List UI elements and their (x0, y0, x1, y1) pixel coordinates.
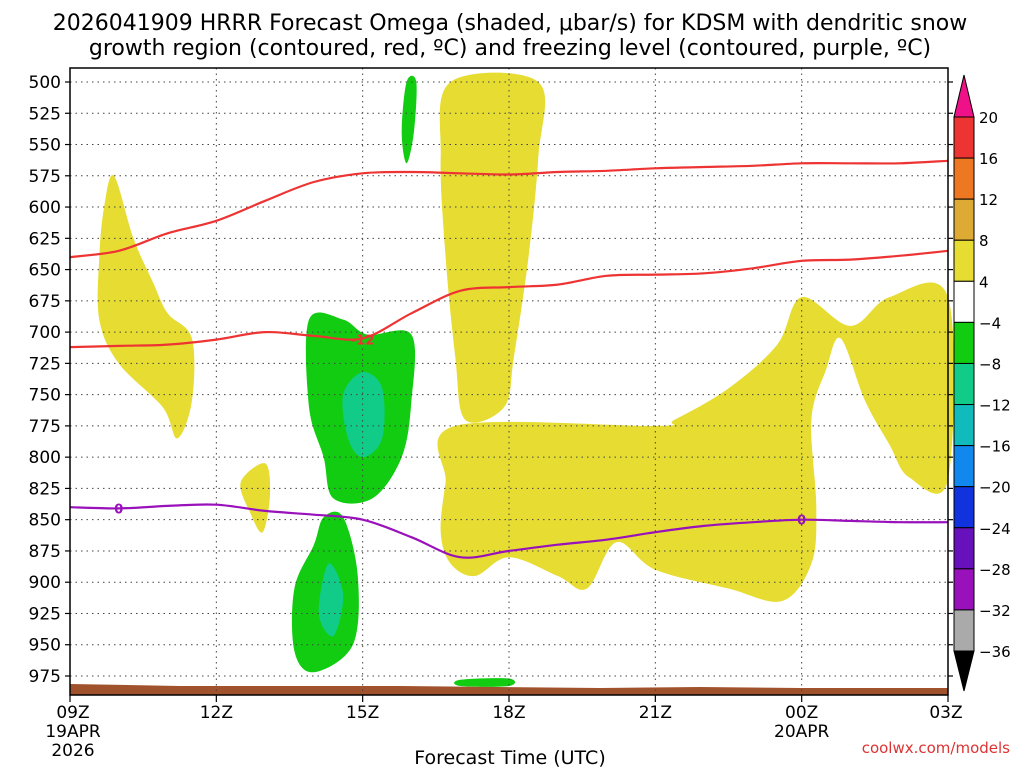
credit-text: coolwx.com/models (862, 739, 1010, 757)
omega-region-9 (454, 678, 516, 687)
ytick-label-550: 550 (29, 136, 61, 156)
colorbar-cell-1 (953, 116, 975, 159)
colorbar-cell-9 (953, 445, 975, 488)
colorbar-cell-5 (953, 280, 975, 323)
omega-region-8 (318, 563, 344, 637)
colorbar-label-4: 4 (979, 273, 989, 291)
xtick-sublabel2-0: 2026 (51, 741, 94, 761)
colorbar-cell-2 (953, 157, 975, 200)
chart-title-line-1: 2026041909 HRRR Forecast Omega (shaded, … (53, 11, 968, 36)
colorbar-label-1: 16 (979, 150, 998, 168)
ytick-label-600: 600 (29, 198, 61, 218)
ytick-label-625: 625 (29, 229, 61, 249)
colorbar-cell-top (953, 74, 975, 118)
colorbar-label-2: 12 (979, 191, 998, 209)
ytick-label-875: 875 (29, 542, 61, 562)
ytick-label-725: 725 (29, 354, 61, 374)
colorbar-label-10: −24 (979, 520, 1011, 538)
colorbar-label-5: −4 (979, 314, 1001, 332)
ytick-label-525: 525 (29, 104, 61, 124)
colorbar-cell-6 (953, 321, 975, 364)
omega-region-1 (240, 463, 271, 533)
colorbar-cell-11 (953, 527, 975, 570)
colorbar-cell-3 (953, 198, 975, 241)
ytick-label-950: 950 (29, 636, 61, 656)
ytick-label-650: 650 (29, 261, 61, 281)
ytick-label-825: 825 (29, 479, 61, 499)
colorbar-label-11: −28 (979, 561, 1011, 579)
contour-line-0 (69, 159, 949, 259)
contour-label-freezing-1: 0 (114, 502, 123, 517)
omega-shading-layer (97, 72, 955, 687)
omega-region-0 (97, 175, 195, 439)
xtick-label-3: 12Z (200, 703, 233, 723)
omega-region-7 (342, 371, 385, 458)
xtick-label-15: 00Z (785, 703, 818, 723)
ytick-label-800: 800 (29, 448, 61, 468)
contour-layer: -12 0 0 (69, 159, 949, 559)
colorbar-cell-12 (953, 568, 975, 611)
ytick-label-750: 750 (29, 386, 61, 406)
colorbar-label-0: 20 (979, 109, 998, 127)
y-axis: 500 525 550 575 600 625 650 675 700 725 750 775 800 8… (29, 73, 953, 687)
chart-title-line-2: growth region (contoured, red, ºC) and f… (89, 36, 931, 61)
omega-region-4 (401, 75, 417, 164)
colorbar-cell-8 (953, 404, 975, 447)
ytick-label-850: 850 (29, 511, 61, 531)
colorbar-cell-4 (953, 239, 975, 282)
contour-line-1 (69, 249, 949, 349)
x-axis-label: Forecast Time (UTC) (414, 747, 605, 768)
contour-label-freezing-2: 0 (797, 514, 806, 529)
colorbar-cell-bottom (953, 650, 975, 692)
colorbar-label-12: −32 (979, 602, 1011, 620)
ytick-label-775: 775 (29, 417, 61, 437)
colorbar-cell-7 (953, 362, 975, 406)
ytick-label-675: 675 (29, 292, 61, 312)
colorbar-cell-10 (953, 486, 975, 529)
omega-region-2 (439, 72, 546, 423)
xtick-label-18: 03Z (929, 703, 962, 723)
xtick-label-6: 15Z (346, 703, 379, 723)
colorbar-label-7: −12 (979, 397, 1011, 415)
contour-label-dgz: -12 (351, 334, 375, 349)
ytick-label-500: 500 (29, 73, 61, 93)
colorbar-label-13: −36 (979, 643, 1011, 661)
ytick-label-900: 900 (29, 573, 61, 593)
colorbar-label-9: −20 (979, 479, 1011, 497)
colorbar-label-8: −16 (979, 438, 1011, 456)
xtick-label-0: 09Z (56, 703, 89, 723)
ytick-label-925: 925 (29, 604, 61, 624)
ytick-label-575: 575 (29, 167, 61, 187)
xtick-label-12: 21Z (639, 703, 672, 723)
contour-line-2 (69, 503, 949, 559)
ytick-label-975: 975 (29, 667, 61, 687)
xtick-sublabel-15: 20APR (774, 722, 830, 742)
xtick-label-9: 18Z (492, 703, 525, 723)
colorbar-label-3: 8 (979, 232, 989, 250)
colorbar: 20 16 12 8 4 −4 −8 −12 −16 −20 −24 −28 −32 −36 (953, 74, 1011, 692)
xtick-sublabel-0: 19APR (45, 722, 101, 742)
omega-region-3 (437, 282, 955, 602)
colorbar-cell-13 (953, 609, 975, 652)
ytick-label-700: 700 (29, 323, 61, 343)
colorbar-label-6: −8 (979, 355, 1001, 373)
